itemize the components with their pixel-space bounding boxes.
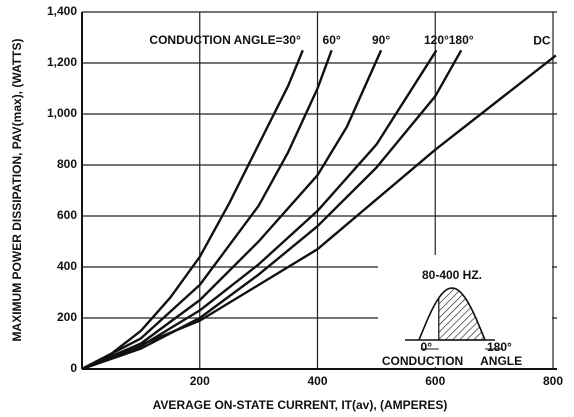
curve <box>81 54 557 371</box>
curve-label: 60° <box>323 33 341 47</box>
inset-wave <box>418 287 486 341</box>
curve-label: 90° <box>372 33 390 47</box>
y-tick-label: 0 <box>70 361 77 375</box>
x-axis-label: AVERAGE ON-STATE CURRENT, IT(av), (AMPER… <box>153 398 448 412</box>
curve-label: 120° <box>424 33 449 47</box>
x-tick-label: 200 <box>190 374 210 388</box>
curve-label: 180° <box>449 33 474 47</box>
y-tick-label: 1,400 <box>47 4 77 18</box>
curve-label: CONDUCTION ANGLE=30° <box>149 33 301 47</box>
curve-label: DC <box>533 34 551 48</box>
curve <box>81 49 463 371</box>
inset-label: 80-400 HZ. <box>422 268 482 282</box>
curve <box>81 49 333 371</box>
inset-label: 180° <box>487 340 512 354</box>
x-tick-label: 600 <box>425 374 445 388</box>
x-tick-label: 800 <box>543 374 563 388</box>
curve <box>81 49 438 371</box>
inset-label: CONDUCTION ANGLE <box>382 354 522 368</box>
y-tick-label: 800 <box>57 157 77 171</box>
curve <box>81 49 304 371</box>
y-tick-label: 200 <box>57 310 77 324</box>
y-tick-label: 400 <box>57 259 77 273</box>
y-tick-label: 1,200 <box>47 55 77 69</box>
curve <box>81 49 383 371</box>
y-tick-label: 1,000 <box>47 106 77 120</box>
x-tick-label: 400 <box>307 374 327 388</box>
inset-label: 0° <box>421 340 433 354</box>
y-axis-label: MAXIMUM POWER DISSIPATION, PAV(max), (WA… <box>10 39 24 342</box>
y-tick-label: 600 <box>57 208 77 222</box>
